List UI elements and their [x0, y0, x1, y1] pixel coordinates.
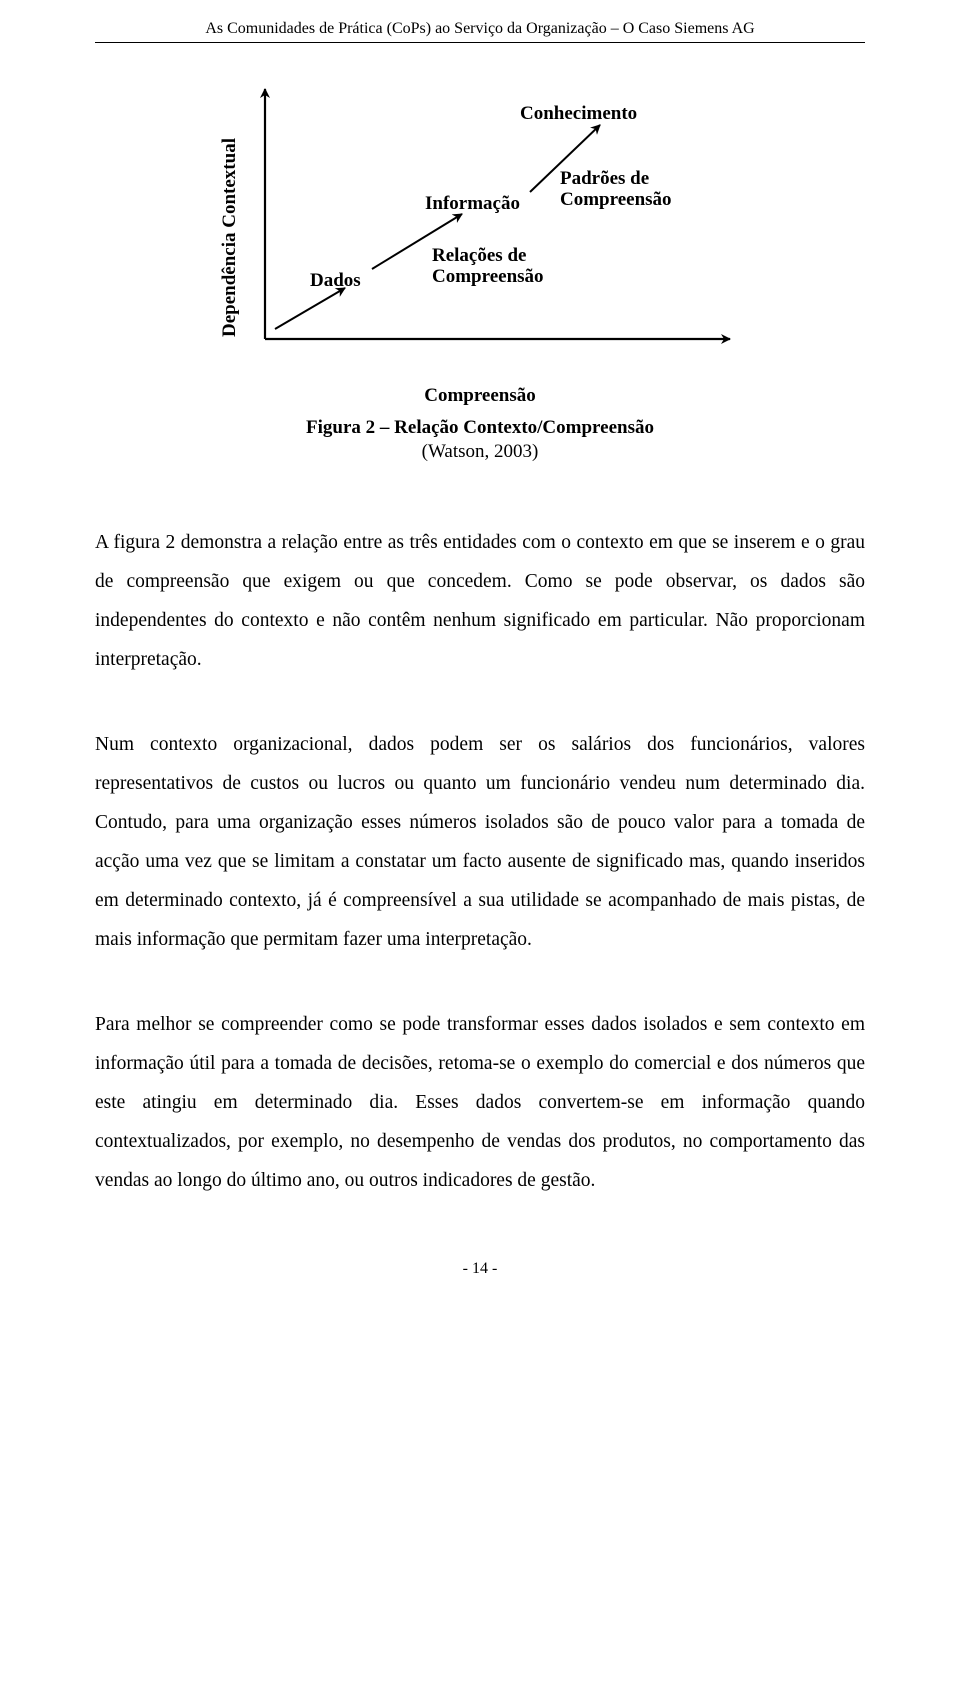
sublabel-relacoes: Relações de Compreensão — [432, 246, 544, 288]
paragraph-1: A figura 2 demonstra a relação entre as … — [95, 523, 865, 679]
diag-arrow-1 — [275, 288, 345, 329]
node-conhecimento: Conhecimento — [520, 104, 637, 125]
figure-caption: Figura 2 – Relação Contexto/Compreensão — [200, 417, 760, 439]
running-header: As Comunidades de Prática (CoPs) ao Serv… — [95, 20, 865, 43]
context-comprehension-diagram: Dependência Contextual Dados Informação … — [200, 79, 760, 379]
x-axis-label: Compreensão — [200, 385, 760, 407]
y-axis-label: Dependência Contextual — [220, 138, 241, 337]
sublabel-relacoes-line1: Relações de — [432, 245, 526, 266]
figure-region: Dependência Contextual Dados Informação … — [200, 79, 760, 463]
sublabel-padroes: Padrões de Compreensão — [560, 169, 672, 211]
paragraph-2: Num contexto organizacional, dados podem… — [95, 725, 865, 959]
paragraph-3: Para melhor se compreender como se pode … — [95, 1005, 865, 1200]
diagram-svg — [200, 79, 760, 379]
sublabel-padroes-line1: Padrões de — [560, 168, 649, 189]
sublabel-relacoes-line2: Compreensão — [432, 266, 544, 287]
sublabel-padroes-line2: Compreensão — [560, 189, 672, 210]
node-informacao: Informação — [425, 194, 520, 215]
page-number: - 14 - — [95, 1260, 865, 1278]
node-dados: Dados — [310, 271, 361, 292]
figure-source: (Watson, 2003) — [200, 441, 760, 463]
